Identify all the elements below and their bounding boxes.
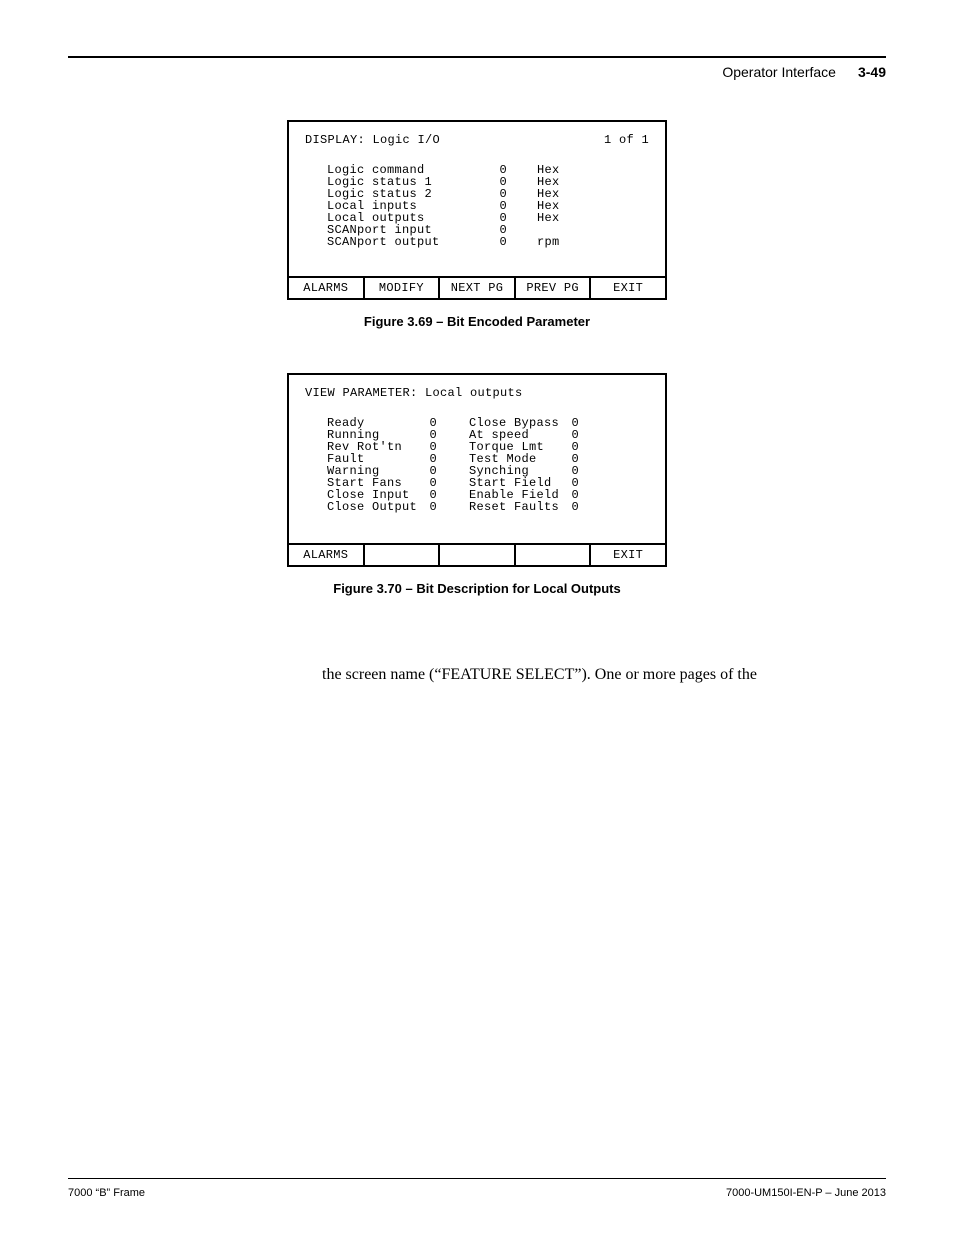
bit-columns: Ready0 Running0 Rev Rot'tn0 Fault0 Warni…	[305, 417, 649, 513]
display-logic-io-screen: DISPLAY: Logic I/O 1 of 1 Logic command …	[287, 120, 667, 300]
param-value: 0	[477, 236, 537, 248]
param-unit: Hex	[537, 212, 577, 224]
modify-button[interactable]: MODIFY	[365, 278, 441, 298]
param-value: 0	[477, 224, 537, 236]
header-page-number: 3-49	[858, 64, 886, 80]
param-value: 0	[477, 188, 537, 200]
screen-title: VIEW PARAMETER: Local outputs	[305, 387, 523, 399]
empty-button	[365, 545, 441, 565]
body-paragraph: the screen name (“FEATURE SELECT”). One …	[322, 666, 882, 684]
page: Operator Interface 3-49 DISPLAY: Logic I…	[0, 0, 954, 684]
figure-caption: Figure 3.69 – Bit Encoded Parameter	[364, 314, 590, 329]
param-value: 0	[477, 200, 537, 212]
next-pg-button[interactable]: NEXT PG	[440, 278, 516, 298]
footer-right: 7000-UM150I-EN-P – June 2013	[726, 1187, 886, 1199]
figure-bit-description: VIEW PARAMETER: Local outputs Ready0 Run…	[68, 373, 886, 596]
view-parameter-screen: VIEW PARAMETER: Local outputs Ready0 Run…	[287, 373, 667, 567]
alarms-button[interactable]: ALARMS	[289, 545, 365, 565]
bit-row: Close Output0	[327, 501, 437, 513]
button-bar: ALARMS MODIFY NEXT PG PREV PG EXIT	[289, 276, 665, 298]
running-header: Operator Interface 3-49	[68, 64, 886, 80]
screen-title: DISPLAY: Logic I/O	[305, 134, 440, 146]
figure-caption: Figure 3.70 – Bit Description for Local …	[333, 581, 621, 596]
param-value: 0	[477, 176, 537, 188]
exit-button[interactable]: EXIT	[591, 278, 665, 298]
footer: 7000 “B” Frame 7000-UM150I-EN-P – June 2…	[68, 1187, 886, 1199]
exit-button[interactable]: EXIT	[591, 545, 665, 565]
bit-label: Reset Faults	[469, 501, 565, 513]
button-bar: ALARMS EXIT	[289, 543, 665, 565]
bit-value: 0	[565, 501, 579, 513]
bit-label: Close Output	[327, 501, 423, 513]
prev-pg-button[interactable]: PREV PG	[516, 278, 592, 298]
param-value: 0	[477, 164, 537, 176]
alarms-button[interactable]: ALARMS	[289, 278, 365, 298]
spacer	[68, 329, 886, 373]
empty-button	[440, 545, 516, 565]
param-row: SCANport output 0 rpm	[327, 236, 649, 248]
screen-title-row: VIEW PARAMETER: Local outputs	[305, 387, 649, 399]
footer-left: 7000 “B” Frame	[68, 1187, 145, 1199]
param-value: 0	[477, 212, 537, 224]
empty-button	[516, 545, 592, 565]
footer-rule	[68, 1178, 886, 1179]
bit-col-2: Close Bypass0 At speed0 Torque Lmt0 Test…	[469, 417, 579, 513]
param-unit: rpm	[537, 236, 577, 248]
parameter-list: Logic command 0 Hex Logic status 1 0 Hex…	[305, 164, 649, 248]
header-section-label: Operator Interface	[722, 64, 836, 80]
bit-row: Reset Faults0	[469, 501, 579, 513]
bit-value: 0	[423, 501, 437, 513]
figure-bit-encoded: DISPLAY: Logic I/O 1 of 1 Logic command …	[68, 120, 886, 329]
page-indicator: 1 of 1	[604, 134, 649, 146]
param-label: SCANport output	[327, 236, 477, 248]
bit-col-1: Ready0 Running0 Rev Rot'tn0 Fault0 Warni…	[327, 417, 437, 513]
header-rule	[68, 56, 886, 58]
screen-title-row: DISPLAY: Logic I/O 1 of 1	[305, 134, 649, 146]
